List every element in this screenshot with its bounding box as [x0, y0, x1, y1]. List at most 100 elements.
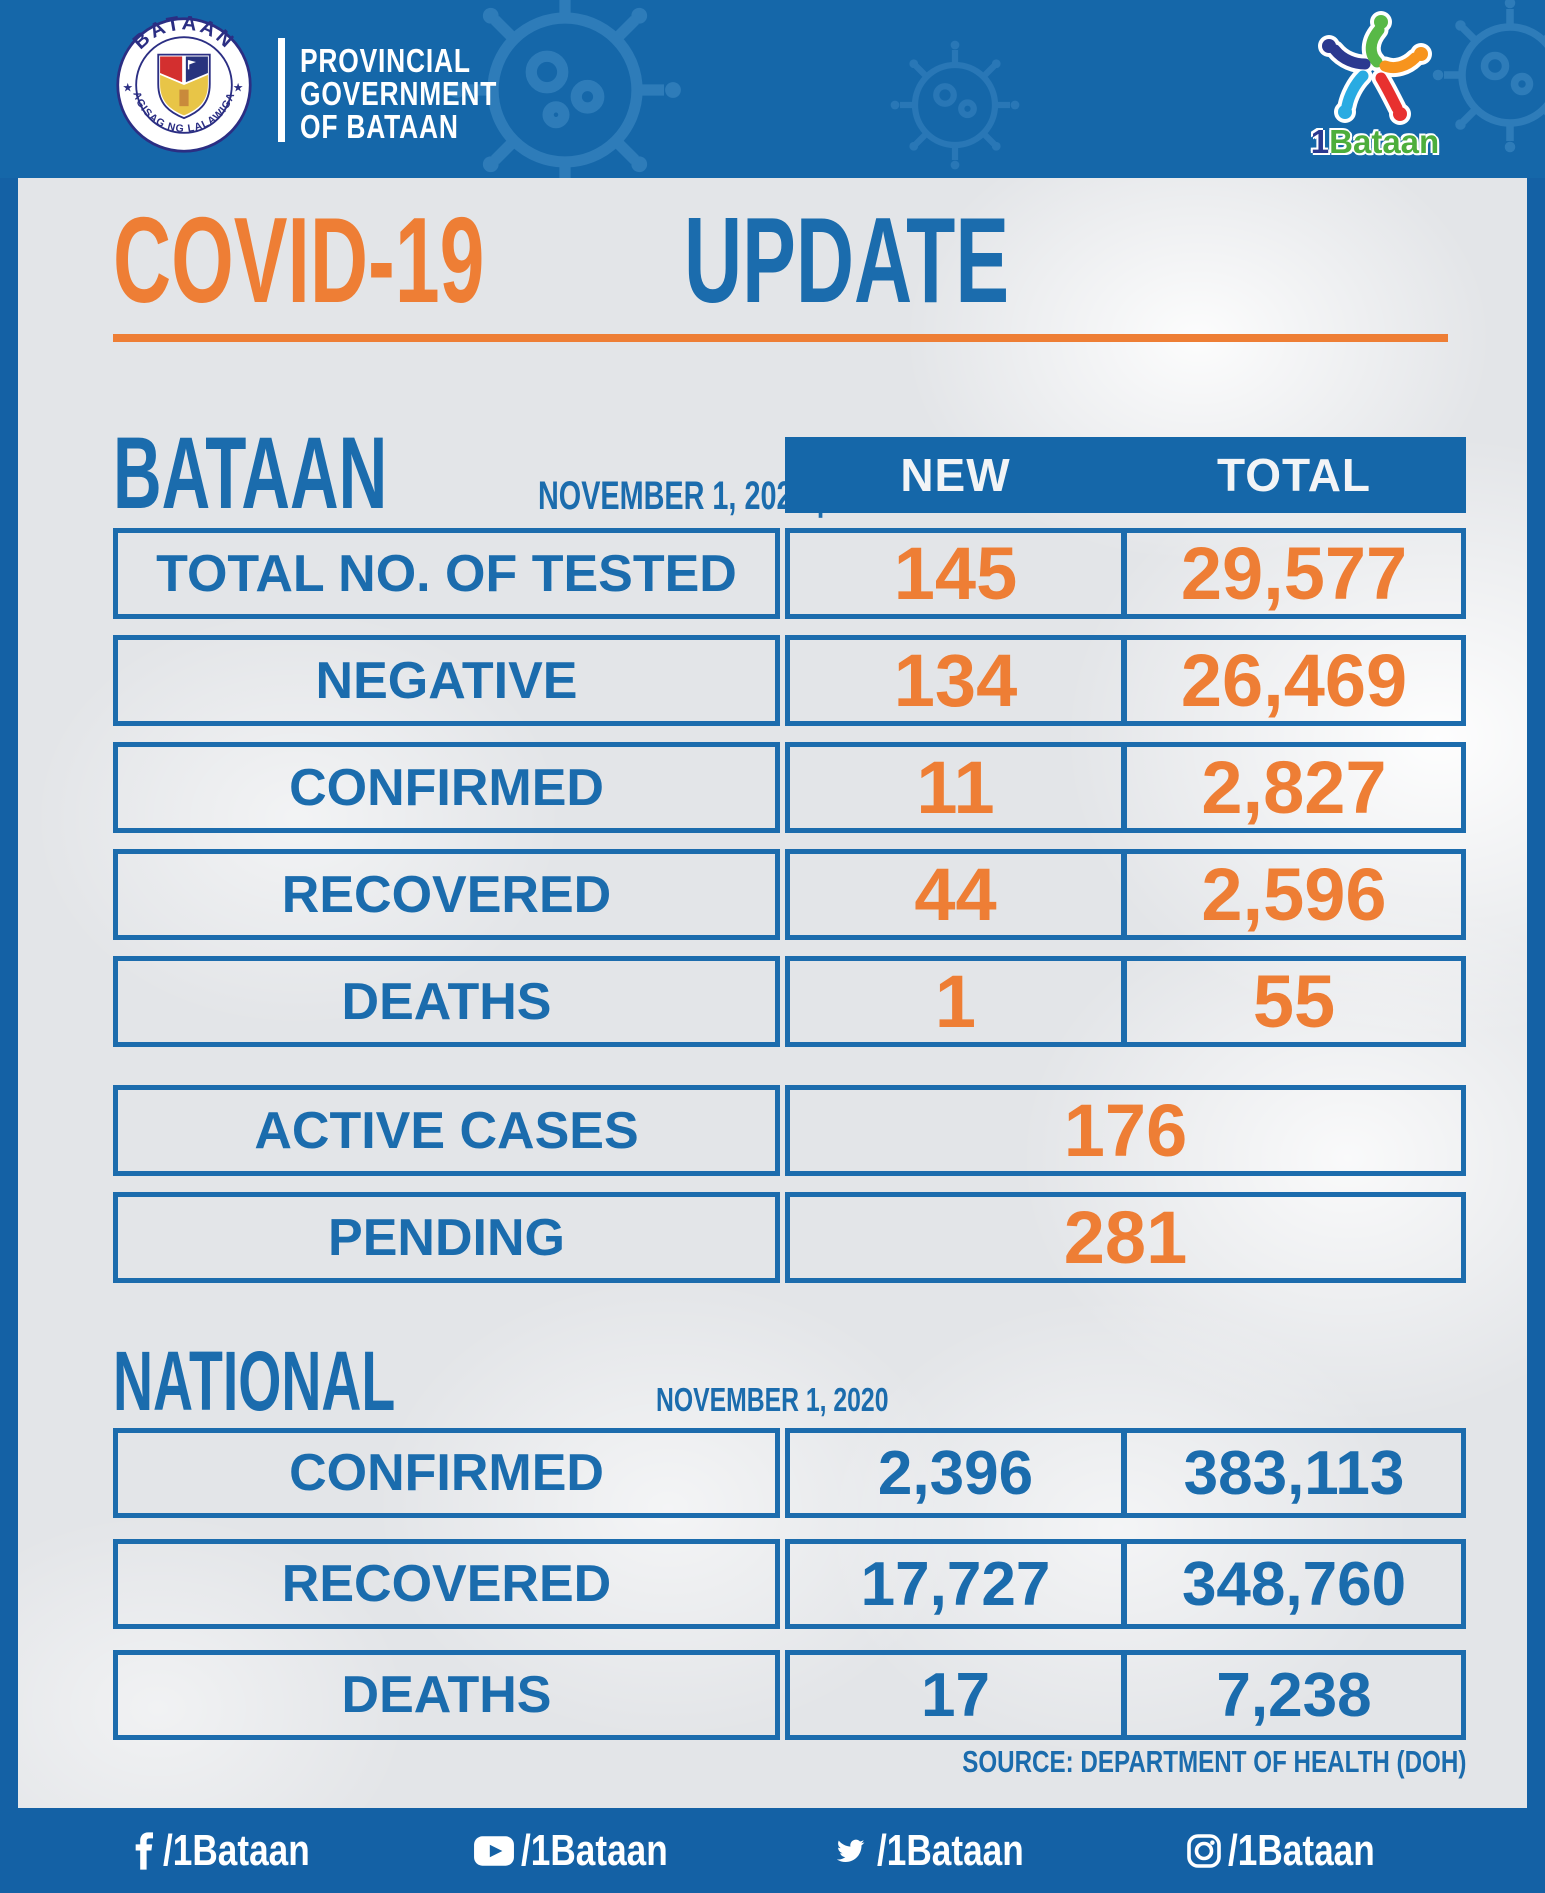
table-row-label: RECOVERED: [113, 849, 780, 940]
table-cell-total: 348,760: [1122, 1539, 1466, 1629]
column-header-new-label: NEW: [900, 449, 1011, 501]
table-cell-new: 17,727: [785, 1539, 1126, 1629]
table-cell-new: 44: [785, 849, 1126, 940]
table-cell-new: 2,396: [785, 1428, 1126, 1518]
table-row-label: DEATHS: [113, 1650, 780, 1740]
table-cell-new: 17: [785, 1650, 1126, 1740]
table-cell-wide: 281: [785, 1192, 1466, 1283]
table-cell-total: 7,238: [1122, 1650, 1466, 1740]
instagram-handle: /1Bataan: [1186, 1826, 1411, 1876]
virus-decoration-icon: [890, 40, 1020, 170]
row-label-text: NEGATIVE: [315, 651, 578, 710]
title-update: UPDATE: [683, 192, 1009, 328]
twitter-icon: [831, 1834, 871, 1868]
national-heading: NATIONAL: [113, 1334, 396, 1428]
table-cell-total: 26,469: [1122, 635, 1466, 726]
row-label-text: DEATHS: [341, 972, 552, 1031]
brand-bataan: Bataan: [1329, 123, 1440, 160]
ibataan-logo: 1Bataan: [1300, 8, 1450, 158]
handle-text: /1Bataan: [520, 1825, 668, 1875]
row-label-text: CONFIRMED: [289, 1444, 604, 1502]
table-row-label: ACTIVE CASES: [113, 1085, 780, 1176]
table-row-label: RECOVERED: [113, 1539, 780, 1629]
svg-text:★: ★: [233, 80, 244, 94]
header-divider: [278, 38, 285, 142]
cell-value: 44: [914, 853, 997, 936]
page-title: COVID-19 UPDATE: [113, 192, 1176, 328]
handle-text: /1Bataan: [1228, 1825, 1376, 1875]
table-cell-total: 29,577: [1122, 528, 1466, 619]
virus-decoration-icon: [449, 0, 681, 178]
cell-value: 1: [934, 960, 977, 1043]
ibataan-wordmark: 1Bataan: [1300, 125, 1450, 158]
cell-value: 29,577: [1180, 532, 1408, 615]
column-header-new: NEW: [785, 437, 1126, 513]
national-section-heading: NATIONAL NOVEMBER 1, 2020: [113, 1334, 966, 1428]
cell-value: 281: [1063, 1196, 1188, 1279]
cell-value: 17,727: [860, 1549, 1051, 1619]
table-row-label: TOTAL NO. OF TESTED: [113, 528, 780, 619]
handle-text: /1Bataan: [163, 1825, 310, 1875]
table-cell-new: 145: [785, 528, 1126, 619]
cell-value: 383,113: [1183, 1438, 1405, 1508]
org-name: PROVINCIAL GOVERNMENT OF BATAAN: [300, 44, 547, 143]
virus-decoration-icon: [1432, 0, 1545, 153]
row-label-text: CONFIRMED: [289, 758, 604, 817]
table-cell-total: 383,113: [1122, 1428, 1466, 1518]
cell-value: 145: [893, 532, 1018, 615]
cell-value: 7,238: [1216, 1660, 1372, 1730]
table-cell-wide: 176: [785, 1085, 1466, 1176]
brand-one: 1: [1310, 123, 1330, 160]
cell-value: 134: [893, 639, 1018, 722]
table-row-label: NEGATIVE: [113, 635, 780, 726]
cell-value: 26,469: [1180, 639, 1408, 722]
table-row-label: PENDING: [113, 1192, 780, 1283]
cell-value: 17: [921, 1660, 990, 1730]
row-label-text: TOTAL NO. OF TESTED: [156, 544, 737, 603]
row-label-text: PENDING: [328, 1208, 565, 1267]
cell-value: 55: [1252, 960, 1336, 1043]
svg-text:★: ★: [122, 80, 133, 94]
row-label-text: ACTIVE CASES: [254, 1101, 639, 1160]
table-cell-new: 1: [785, 956, 1126, 1047]
cell-value: 2,596: [1201, 853, 1387, 936]
org-line: OF BATAAN: [300, 108, 459, 145]
facebook-icon: [133, 1831, 157, 1871]
bataan-heading: BATAAN: [113, 416, 388, 530]
org-line: PROVINCIAL: [300, 42, 471, 79]
table-cell-total: 55: [1122, 956, 1466, 1047]
cell-value: 176: [1063, 1089, 1188, 1172]
column-header-total-label: TOTAL: [1216, 449, 1372, 501]
twitter-handle: /1Bataan: [831, 1826, 1060, 1876]
handle-text: /1Bataan: [876, 1825, 1024, 1875]
table-cell-total: 2,596: [1122, 849, 1466, 940]
source-text: SOURCE: DEPARTMENT OF HEALTH (DOH): [961, 1744, 1466, 1779]
bataan-provincial-seal: BATAAN SAGISAG NG LALAWIGAN ★ ★: [115, 16, 252, 153]
cell-value: 2,827: [1201, 746, 1387, 829]
title-underline: [113, 334, 1448, 342]
source-note: SOURCE: DEPARTMENT OF HEALTH (DOH): [618, 1744, 1466, 1780]
table-row-label: CONFIRMED: [113, 1428, 780, 1518]
cell-value: 348,760: [1181, 1549, 1407, 1619]
ibataan-star-icon: [1318, 11, 1432, 125]
instagram-icon: [1186, 1833, 1222, 1869]
column-header-total: TOTAL: [1122, 437, 1466, 513]
row-label-text: RECOVERED: [281, 1555, 612, 1613]
org-line: GOVERNMENT: [300, 75, 498, 112]
row-label-text: RECOVERED: [281, 865, 612, 924]
cell-value: 11: [916, 746, 995, 829]
content-panel: COVID-19 UPDATE BATAAN NOVEMBER 1, 2020 |…: [18, 178, 1527, 1808]
facebook-handle: /1Bataan: [133, 1826, 346, 1876]
title-covid19: COVID-19: [113, 192, 485, 328]
row-label-text: DEATHS: [341, 1666, 552, 1724]
table-cell-total: 2,827: [1122, 742, 1466, 833]
youtube-icon: [473, 1835, 515, 1867]
table-cell-new: 11: [785, 742, 1126, 833]
header-bar: BATAAN SAGISAG NG LALAWIGAN ★ ★ PROVINCI…: [0, 0, 1545, 178]
youtube-handle: /1Bataan: [473, 1826, 704, 1876]
table-row-label: DEATHS: [113, 956, 780, 1047]
cell-value: 2,396: [877, 1438, 1034, 1508]
national-date: NOVEMBER 1, 2020: [655, 1381, 889, 1418]
table-row-label: CONFIRMED: [113, 742, 780, 833]
